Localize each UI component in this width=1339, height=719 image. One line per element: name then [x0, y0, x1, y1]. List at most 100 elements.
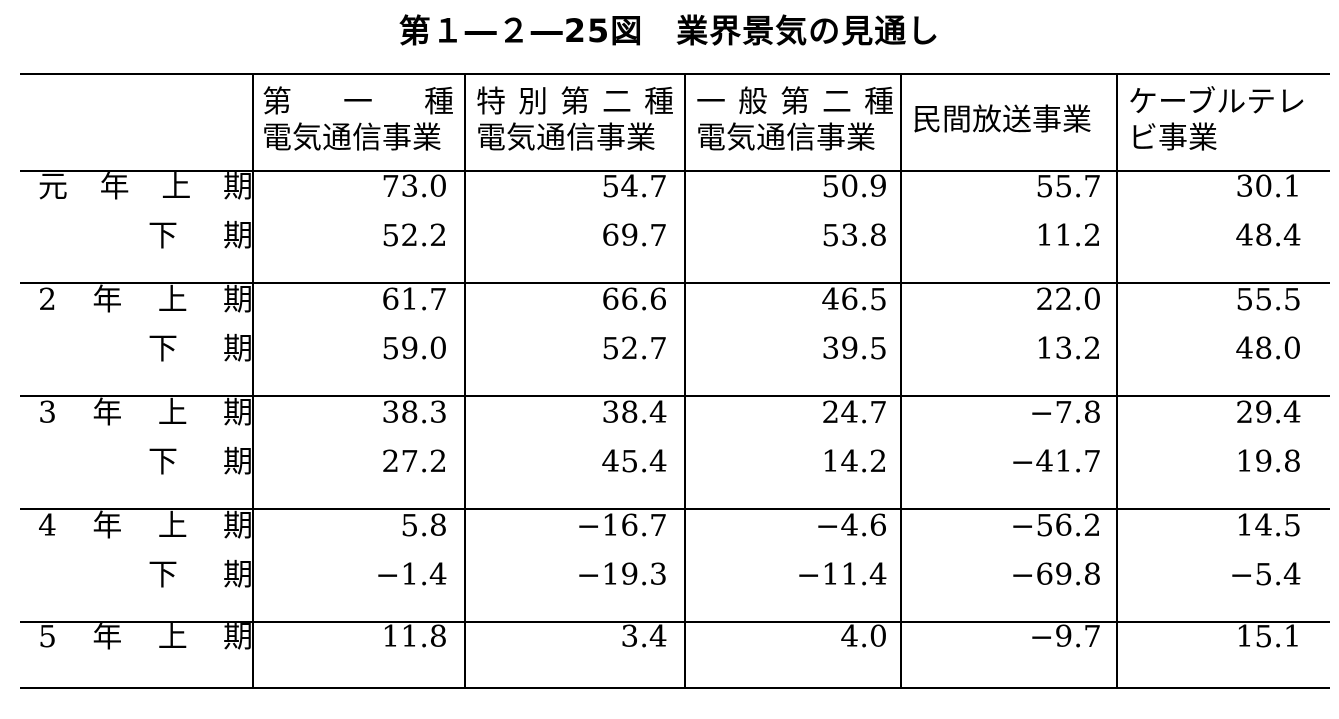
column-rule	[684, 73, 686, 689]
row-label-char: 期	[223, 445, 253, 480]
column-header-char: 一	[696, 85, 726, 120]
column-header: 一般第二種電気通信事業	[696, 85, 894, 157]
row-label-char: 期	[223, 332, 253, 367]
row-label-char: 期	[222, 396, 253, 431]
table-top-rule	[20, 73, 1330, 75]
table-cell: 29.4	[1235, 396, 1302, 431]
column-header-char: 種	[864, 85, 894, 120]
group-rule	[20, 282, 1330, 284]
row-label: 下期	[148, 443, 253, 483]
group-rule	[20, 508, 1330, 510]
column-header-char: 二	[602, 85, 632, 120]
column-rule	[1116, 73, 1118, 689]
row-label-char: 下	[148, 558, 178, 593]
column-rule	[252, 73, 254, 689]
row-label: 元年上期	[38, 168, 253, 208]
table-cell: −5.4	[1229, 558, 1302, 593]
column-header-line1: 民間放送事業	[912, 103, 1092, 138]
table-cell: 13.2	[1035, 332, 1102, 367]
table-bottom-rule	[20, 687, 1330, 689]
table-cell: 24.7	[821, 396, 888, 431]
table-cell: −16.7	[576, 509, 668, 544]
column-header-char: 一	[343, 85, 373, 120]
row-label-char: 年	[92, 620, 123, 655]
table-cell: −7.8	[1029, 396, 1102, 431]
row-label-char: 年	[92, 396, 123, 431]
table-cell: 5.8	[400, 509, 448, 544]
row-label-char: 期	[222, 620, 253, 655]
table-cell: 66.6	[601, 283, 668, 318]
row-label-char: 年	[99, 170, 130, 205]
table-cell: −69.8	[1010, 558, 1102, 593]
column-header-char: 般	[738, 85, 768, 120]
table-cell: −4.6	[815, 509, 888, 544]
header-bottom-rule	[20, 170, 1330, 172]
row-label: 下期	[148, 556, 253, 596]
table-cell: −56.2	[1010, 509, 1102, 544]
table-cell: 45.4	[601, 445, 668, 480]
table-cell: −1.4	[375, 558, 448, 593]
row-label: 下期	[148, 330, 253, 370]
row-label-char: 期	[222, 170, 253, 205]
table-cell: 59.0	[381, 332, 448, 367]
table-cell: 14.2	[821, 445, 888, 480]
table-cell: 15.1	[1235, 620, 1302, 655]
table-cell: 38.3	[381, 396, 448, 431]
column-header-char: 第	[560, 85, 590, 120]
row-label-char: 年	[92, 283, 123, 318]
column-header-line2: ビ事業	[1128, 121, 1218, 156]
table-cell: 54.7	[601, 170, 668, 205]
table-cell: 39.5	[821, 332, 888, 367]
table-cell: 46.5	[821, 283, 888, 318]
data-table: 第一種電気通信事業特別第二種電気通信事業一般第二種電気通信事業 民間放送事業 ケーブ…	[20, 73, 1330, 690]
column-rule	[900, 73, 902, 689]
column-header-char: 二	[822, 85, 852, 120]
table-cell: 55.7	[1035, 170, 1102, 205]
table-cell: 30.1	[1235, 170, 1302, 205]
row-label-char: 期	[222, 283, 253, 318]
row-label-char: 下	[148, 332, 178, 367]
table-cell: −41.7	[1010, 445, 1102, 480]
table-cell: 22.0	[1035, 283, 1102, 318]
row-label-char: 期	[222, 509, 253, 544]
column-header-line1: ケーブルテレ	[1128, 85, 1307, 120]
column-header-char: 第	[262, 85, 292, 120]
column-header-char: 別	[518, 85, 548, 120]
row-label-char: 元	[38, 170, 68, 205]
table-cell: 55.5	[1235, 283, 1302, 318]
figure-title: 第１―２―25図 業界景気の見通し	[398, 12, 941, 50]
table-cell: 19.8	[1235, 445, 1302, 480]
row-label-char: 上	[161, 170, 192, 205]
table-cell: 11.2	[1035, 219, 1102, 254]
row-label-char: 3	[38, 396, 58, 431]
table-cell: 73.0	[381, 170, 448, 205]
column-header: 特別第二種電気通信事業	[476, 85, 674, 157]
row-label-char: 5	[38, 620, 58, 655]
row-label-char: 4	[38, 509, 58, 544]
column-header-char: 種	[644, 85, 674, 120]
table-cell: 52.7	[601, 332, 668, 367]
table-cell: −9.7	[1029, 620, 1102, 655]
row-label-char: 下	[148, 219, 178, 254]
row-label-char: 上	[157, 620, 188, 655]
column-rule	[464, 73, 466, 689]
column-header-char: 特	[476, 85, 506, 120]
table-cell: 48.0	[1235, 332, 1302, 367]
column-header: ケーブルテレ ビ事業	[1128, 85, 1308, 157]
column-header-line2: 電気通信事業	[696, 121, 876, 156]
table-cell: 4.0	[840, 620, 888, 655]
table-cell: 27.2	[381, 445, 448, 480]
column-header-line1: 第一種	[262, 85, 454, 121]
table-cell: 69.7	[601, 219, 668, 254]
column-header-line1: 一般第二種	[696, 85, 894, 121]
row-label: 下期	[148, 217, 253, 257]
column-header: 第 一 種電気通信事業	[262, 85, 454, 157]
table-cell: 61.7	[381, 283, 448, 318]
row-label-char: 2	[38, 283, 58, 318]
row-label-char: 上	[157, 396, 188, 431]
column-header: 民間放送事業	[912, 85, 1108, 139]
column-header-char: 種	[424, 85, 454, 120]
